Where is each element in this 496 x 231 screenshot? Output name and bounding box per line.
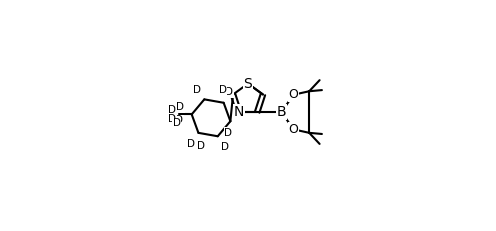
Text: D: D (224, 128, 232, 138)
Text: D: D (173, 118, 181, 128)
Text: D: D (168, 114, 176, 124)
Text: D: D (221, 142, 229, 152)
Text: S: S (244, 77, 252, 91)
Text: D: D (226, 87, 234, 97)
Text: O: O (289, 88, 299, 101)
Text: D: D (197, 141, 205, 151)
Text: D: D (193, 85, 201, 95)
Text: D: D (219, 85, 227, 95)
Text: D: D (187, 139, 195, 149)
Text: D: D (168, 105, 176, 115)
Text: D: D (176, 103, 184, 112)
Text: N: N (234, 105, 244, 119)
Text: B: B (277, 105, 286, 119)
Text: O: O (289, 123, 299, 136)
Text: D: D (175, 115, 183, 125)
